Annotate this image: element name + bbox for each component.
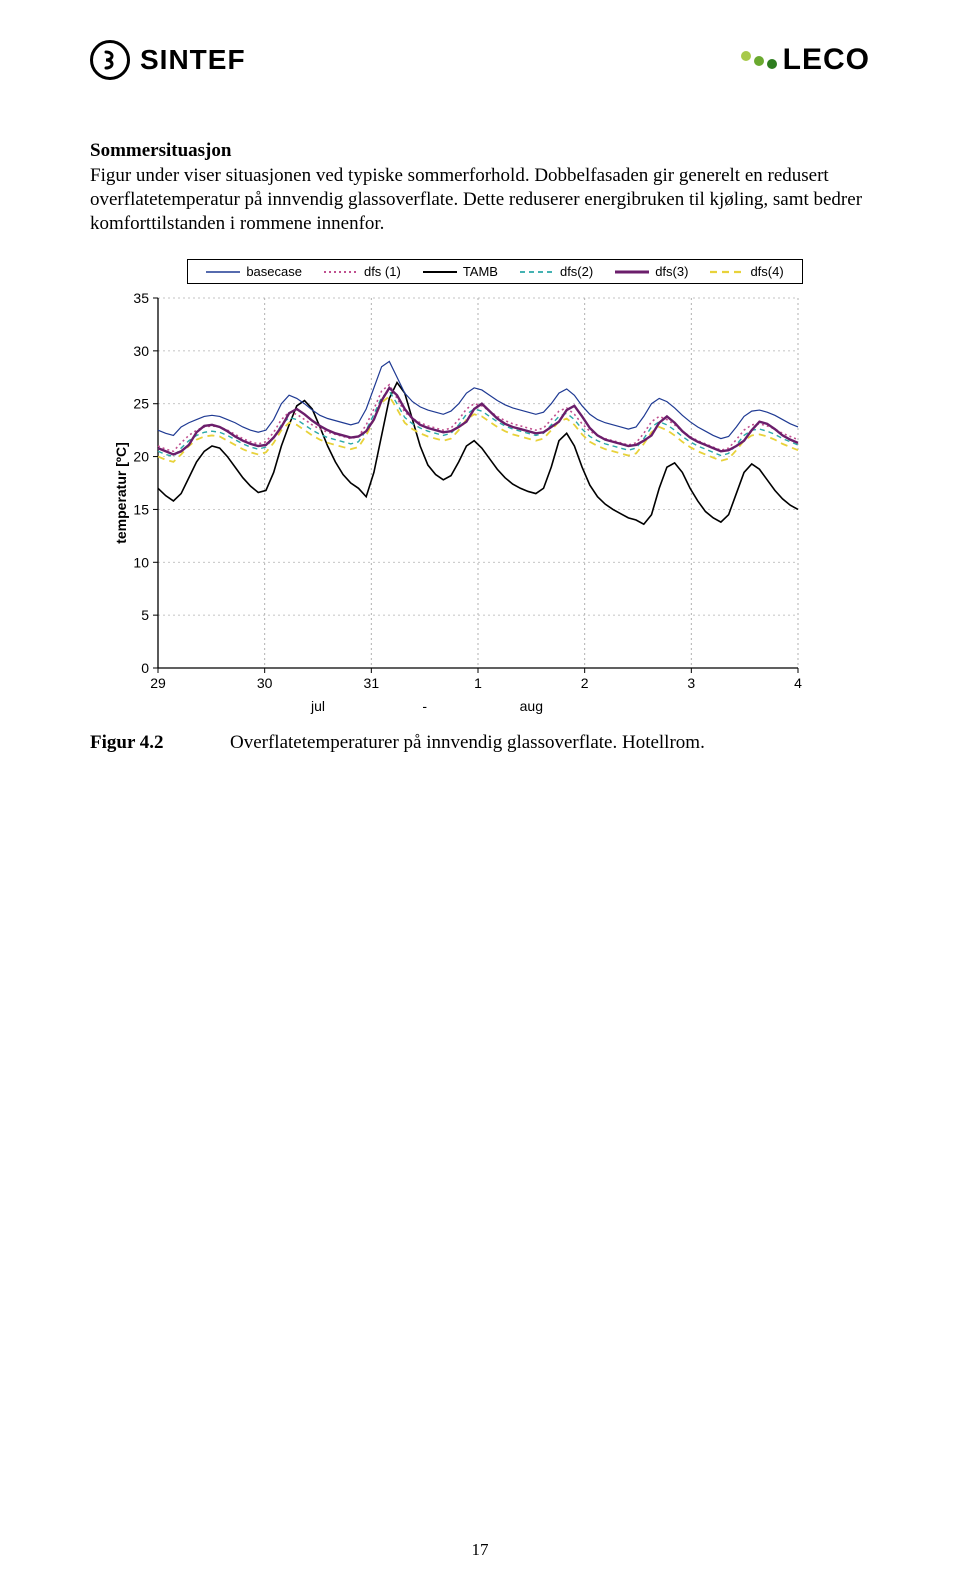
- svg-text:30: 30: [133, 343, 149, 359]
- legend-label: dfs(2): [560, 264, 593, 279]
- svg-text:5: 5: [141, 607, 149, 623]
- chart-y-axis-label: temperatur [ºC]: [113, 442, 129, 544]
- chart-frame: temperatur [ºC] 051015202530352930311234: [120, 290, 870, 696]
- svg-text:3: 3: [687, 675, 695, 691]
- sintef-logo-text: SINTEF: [140, 44, 246, 76]
- leco-dots-icon: [741, 51, 777, 69]
- leco-logo-text: LECO: [783, 43, 870, 77]
- svg-text:20: 20: [133, 449, 149, 465]
- section-title: Sommersituasjon: [90, 140, 870, 162]
- svg-text:29: 29: [150, 675, 166, 691]
- chart-x-month-labels: jul - aug: [120, 698, 806, 718]
- x-month-label: jul: [298, 698, 338, 714]
- svg-text:2: 2: [581, 675, 589, 691]
- svg-text:35: 35: [133, 290, 149, 306]
- x-month-label: -: [405, 698, 445, 714]
- legend-label: basecase: [246, 264, 302, 279]
- svg-text:4: 4: [794, 675, 802, 691]
- legend-item: dfs(4): [710, 264, 783, 279]
- legend-label: dfs(4): [750, 264, 783, 279]
- sintef-mark-icon: [90, 40, 130, 80]
- chart-container: basecasedfs (1)TAMBdfs(2)dfs(3)dfs(4) te…: [120, 259, 870, 718]
- legend-item: dfs(3): [615, 264, 688, 279]
- body-paragraph: Figur under viser situasjonen ved typisk…: [90, 164, 870, 235]
- figure-number: Figur 4.2: [90, 732, 200, 754]
- page: SINTEF LECO Sommersituasjon Figur under …: [0, 0, 960, 1594]
- legend-label: TAMB: [463, 264, 498, 279]
- leco-logo: LECO: [741, 43, 870, 77]
- leco-dot-3-icon: [767, 59, 777, 69]
- svg-text:1: 1: [474, 675, 482, 691]
- svg-text:15: 15: [133, 502, 149, 518]
- legend-label: dfs (1): [364, 264, 401, 279]
- chart-legend: basecase dfs (1) TAMB dfs(2) dfs(3) dfs(4): [187, 259, 802, 284]
- legend-item: basecase: [206, 264, 302, 279]
- figure-caption: Figur 4.2 Overflatetemperaturer på innve…: [90, 732, 870, 754]
- svg-text:10: 10: [133, 555, 149, 571]
- svg-text:25: 25: [133, 396, 149, 412]
- sintef-logo: SINTEF: [90, 40, 246, 80]
- page-header: SINTEF LECO: [90, 40, 870, 80]
- page-number: 17: [0, 1540, 960, 1560]
- legend-label: dfs(3): [655, 264, 688, 279]
- svg-text:0: 0: [141, 660, 149, 676]
- legend-item: TAMB: [423, 264, 498, 279]
- leco-dot-1-icon: [741, 51, 751, 61]
- legend-item: dfs(2): [520, 264, 593, 279]
- legend-item: dfs (1): [324, 264, 401, 279]
- x-month-label: aug: [511, 698, 551, 714]
- figure-caption-text: Overflatetemperaturer på innvendig glass…: [230, 732, 705, 754]
- svg-text:31: 31: [364, 675, 380, 691]
- svg-text:30: 30: [257, 675, 273, 691]
- chart-plot-area: 0 5 10 15 20 25 30 35 29 30 31 1 2 3 4: [120, 290, 806, 696]
- leco-dot-2-icon: [754, 56, 764, 66]
